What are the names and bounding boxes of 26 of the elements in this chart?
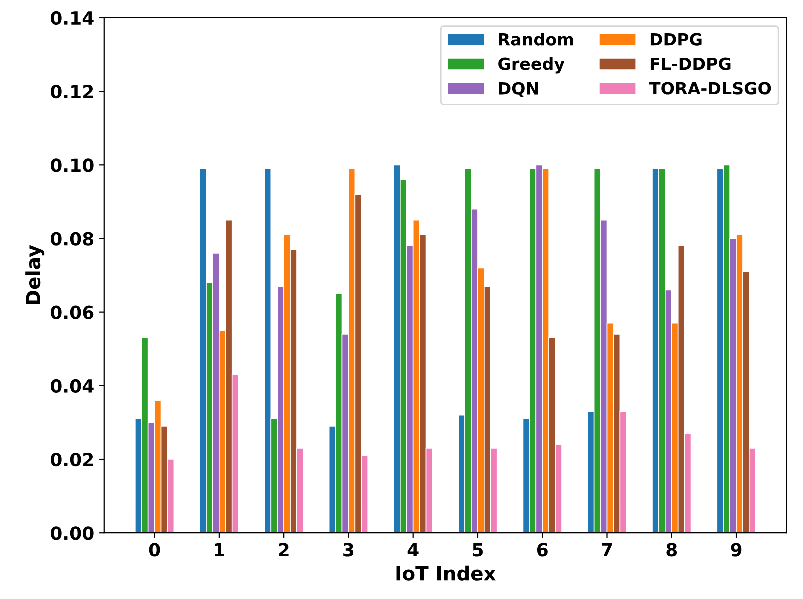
- y-tick-label: 0.04: [50, 379, 94, 394]
- y-tick-label: 0.12: [50, 85, 94, 99]
- legend-label: FL-DDPG: [650, 58, 731, 70]
- y-tick-label: 0.06: [50, 306, 94, 320]
- y-tick-label: 0.02: [50, 452, 94, 467]
- x-tick-label: 5: [473, 543, 484, 557]
- x-tick-label: 4: [408, 543, 419, 557]
- y-tick-label: 0.10: [50, 158, 94, 172]
- x-tick-label: 8: [666, 543, 678, 557]
- x-tick-label: 2: [279, 543, 289, 557]
- x-tick-label: 9: [731, 543, 742, 557]
- x-axis-title: IoT Index: [396, 566, 496, 581]
- legend-label: DQN: [499, 82, 538, 98]
- x-tick-label: 7: [602, 543, 612, 557]
- y-tick-label: 0.08: [50, 232, 94, 246]
- legend-label: Random: [499, 32, 574, 46]
- legend-label: TORA-DLSGO: [650, 82, 772, 95]
- legend-label: DDPG: [650, 33, 702, 46]
- x-tick-label: 6: [537, 543, 548, 557]
- x-tick-label: 3: [344, 543, 354, 557]
- y-tick-label: 0.00: [50, 526, 94, 540]
- x-tick-label: 1: [215, 543, 224, 557]
- y-axis-title: Delay: [26, 245, 45, 304]
- x-tick-label: 0: [149, 543, 160, 557]
- legend-label: Greedy: [498, 57, 565, 74]
- y-tick-label: 0.14: [50, 11, 94, 26]
